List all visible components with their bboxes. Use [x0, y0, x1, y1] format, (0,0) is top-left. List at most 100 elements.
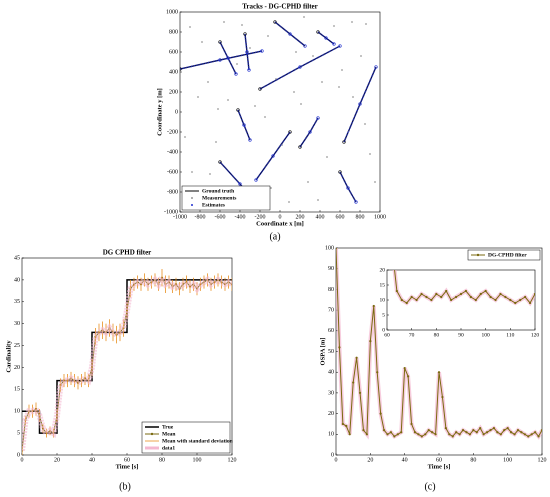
- estimate: [338, 44, 342, 48]
- y-tick-label: 0: [331, 452, 334, 458]
- y-axis-label: OSPA [m]: [319, 338, 326, 366]
- x-tick-label: 400: [316, 214, 325, 220]
- x-tick-label: 80: [159, 457, 165, 463]
- estimate: [245, 50, 249, 54]
- x-tick-label: -1000: [173, 214, 187, 220]
- estimate-track: [259, 45, 341, 90]
- x-tick-label: -800: [195, 214, 206, 220]
- x-tick-label: 60: [384, 332, 390, 338]
- y-tick-label: 45: [14, 255, 20, 261]
- marker: [403, 366, 406, 370]
- estimate: [234, 72, 238, 76]
- measurement: [321, 81, 323, 83]
- marker: [475, 431, 478, 434]
- y-axis-label: Cardinality: [5, 340, 12, 373]
- marker: [396, 433, 399, 436]
- estimate-track: [317, 31, 335, 45]
- legend-label: Estimates: [202, 202, 225, 208]
- marker: [445, 289, 448, 293]
- marker: [435, 292, 438, 296]
- x-tick-label: 40: [402, 457, 408, 463]
- measurement: [189, 26, 191, 28]
- marker: [448, 433, 451, 436]
- y-tick-label: 0: [17, 452, 20, 458]
- x-tick-label: 0: [279, 214, 282, 220]
- marker: [484, 289, 487, 293]
- caption: (b): [119, 481, 131, 492]
- plot-content: [180, 16, 378, 204]
- measurement: [197, 96, 199, 98]
- y-tick-label: 20: [328, 411, 334, 417]
- x-tick-label: 100: [503, 457, 512, 463]
- measurement: [338, 86, 340, 88]
- line: [22, 271, 232, 451]
- marker: [420, 435, 423, 438]
- marker: [395, 289, 398, 293]
- legend-box: [467, 249, 541, 261]
- y-tick-label: 80: [328, 287, 334, 293]
- y-tick-label: 5: [382, 312, 385, 318]
- legend-box: [181, 185, 271, 211]
- estimate-track: [255, 131, 291, 181]
- caption: (a): [269, 231, 280, 242]
- estimate: [342, 140, 346, 144]
- x-tick-label: 70: [409, 332, 415, 338]
- y-tick-label: -200: [167, 129, 178, 135]
- measurement: [288, 201, 290, 203]
- measurement: [249, 47, 251, 49]
- marker: [482, 433, 485, 436]
- measurement: [365, 23, 367, 25]
- estimate: [247, 68, 251, 72]
- marker: [365, 433, 368, 436]
- y-tick-label: 0: [175, 109, 178, 115]
- series: [336, 248, 542, 440]
- measurement: [201, 41, 203, 43]
- estimate: [346, 186, 350, 190]
- x-tick-label: 40: [89, 457, 95, 463]
- marker: [386, 433, 389, 436]
- x-tick-label: 80: [470, 457, 476, 463]
- marker: [434, 433, 437, 436]
- marker: [444, 426, 447, 430]
- y-tick-label: 10: [380, 297, 386, 303]
- marker: [509, 298, 512, 302]
- caption: (c): [424, 481, 435, 492]
- plot-frame: [179, 11, 381, 213]
- marker: [407, 375, 410, 378]
- marker: [503, 429, 506, 432]
- marker: [430, 298, 433, 302]
- estimate: [236, 108, 240, 112]
- x-tick-label: 120: [228, 457, 237, 463]
- x-tick-label: -600: [215, 214, 226, 220]
- estimate: [316, 116, 320, 120]
- measurement: [360, 55, 362, 57]
- marker: [492, 426, 496, 430]
- measurement: [267, 35, 269, 37]
- estimate: [260, 49, 264, 53]
- y-tick-label: 600: [169, 49, 178, 55]
- x-axis-label: Time [s]: [428, 463, 451, 470]
- marker: [379, 412, 382, 415]
- marker: [524, 295, 527, 299]
- measurement: [351, 21, 353, 23]
- marker: [345, 424, 348, 428]
- y-tick-label: -400: [167, 149, 178, 155]
- estimate: [288, 130, 292, 134]
- y-tick-label: -800: [167, 189, 178, 195]
- marker: [485, 431, 489, 434]
- estimate: [226, 56, 230, 60]
- y-tick-label: -600: [167, 169, 178, 175]
- marker: [510, 431, 513, 434]
- marker: [459, 292, 463, 296]
- measurement: [241, 24, 243, 26]
- marker: [479, 426, 482, 430]
- marker: [437, 371, 441, 374]
- marker: [530, 433, 533, 436]
- estimate: [374, 65, 378, 69]
- estimate: [242, 123, 246, 127]
- x-tick-label: 1000: [374, 214, 386, 220]
- marker: [468, 433, 471, 436]
- marker: [496, 431, 499, 434]
- marker: [400, 431, 403, 434]
- y-tick-label: 800: [169, 29, 178, 35]
